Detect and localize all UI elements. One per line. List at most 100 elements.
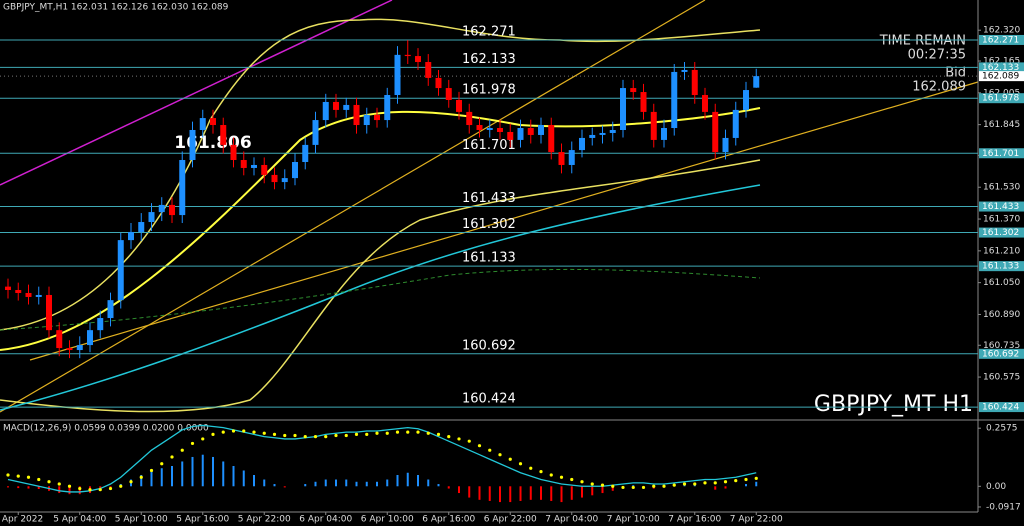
level-tag xyxy=(979,261,1024,272)
x-tick-label: 7 Apr 22:00 xyxy=(730,515,783,525)
candle-body xyxy=(281,178,288,183)
macd-signal-dot xyxy=(37,477,41,482)
macd-signal-dot xyxy=(611,484,615,488)
level-tag xyxy=(979,62,1024,73)
macd-signal-dot xyxy=(703,481,707,485)
macd-signal-dot xyxy=(426,431,430,435)
macd-signal-dot xyxy=(447,435,451,439)
level-tag xyxy=(979,148,1024,159)
x-tick-label: 6 Apr 16:00 xyxy=(422,515,475,525)
y-tick-label: 161.050 xyxy=(983,278,1020,288)
candle-body xyxy=(189,129,196,161)
macd-signal-dot xyxy=(723,480,728,484)
y-tick-label: 161.210 xyxy=(983,246,1020,256)
macd-title: MACD(12,26,9) 0.0599 0.0399 0.0200 0.000… xyxy=(3,424,209,434)
macd-signal-dot xyxy=(47,480,51,484)
macd-signal-dot xyxy=(129,480,133,484)
macd-signal-dot xyxy=(303,435,307,439)
macd-signal-dot xyxy=(621,485,625,490)
macd-signal-dot xyxy=(477,444,482,448)
macd-signal-dot xyxy=(231,429,236,433)
candle-body xyxy=(722,137,729,153)
candle-body xyxy=(568,150,575,165)
candle-body xyxy=(251,164,257,168)
candle-body xyxy=(671,71,678,129)
macd-signal-dot xyxy=(385,431,389,435)
candle-body xyxy=(497,128,503,132)
level-tag xyxy=(979,34,1024,45)
level-tag-label: 161.701 xyxy=(982,149,1019,159)
macd-y-tick-label: -0.0917 xyxy=(986,502,1021,512)
x-tick-label: 6 Apr 10:00 xyxy=(361,515,414,525)
indicator-decor xyxy=(0,0,979,413)
candle-body xyxy=(353,104,360,126)
candle-body xyxy=(158,204,165,213)
macd-signal-dot xyxy=(201,437,205,441)
candle-body xyxy=(640,92,647,112)
macd-signal-dot xyxy=(293,433,297,438)
macd-signal-dot xyxy=(57,482,61,486)
level-label: 161.701 xyxy=(462,138,516,153)
level-tag-label: 162.133 xyxy=(982,63,1019,73)
macd-signal-dot xyxy=(334,433,338,438)
x-tick-label: 5 Apr 16:00 xyxy=(176,515,229,525)
candle-body xyxy=(456,99,462,112)
level-tag-label: 162.271 xyxy=(982,35,1019,45)
level-label: 162.271 xyxy=(462,24,516,39)
macd-signal-dot xyxy=(518,462,523,466)
candle-body xyxy=(148,212,155,223)
macd-signal-dot xyxy=(549,473,553,477)
macd-signal-dot xyxy=(365,432,369,437)
macd-signal-dot xyxy=(78,486,82,491)
symbol-label: GBPJPY_MT H1 xyxy=(814,392,973,417)
x-tick-label: 7 Apr 16:00 xyxy=(668,515,721,525)
x-tick-label: 5 Apr 04:00 xyxy=(53,515,106,525)
macd-signal-dot xyxy=(529,466,533,470)
candle-body xyxy=(517,128,524,140)
candle-body xyxy=(210,118,216,126)
candle-body xyxy=(312,120,319,145)
candle-body xyxy=(261,164,268,175)
candle-body xyxy=(527,128,534,135)
level-tag-label: 161.302 xyxy=(982,228,1019,238)
candle-body xyxy=(333,101,339,110)
candle-body xyxy=(599,132,606,135)
candle-body xyxy=(445,88,452,100)
level-tag xyxy=(979,348,1024,359)
candle-body xyxy=(179,160,186,216)
candle-body xyxy=(630,88,637,93)
candle-body xyxy=(87,330,93,346)
macd-signal-dot xyxy=(652,484,656,488)
level-label: 161.433 xyxy=(462,191,516,206)
macd-signal-dot xyxy=(211,432,215,437)
macd-signal-dot xyxy=(498,453,502,457)
level-tag-label: 160.424 xyxy=(982,403,1019,413)
macd-signal-dot xyxy=(600,483,605,487)
macd-signal-dot xyxy=(26,475,31,479)
y-tick-label: 160.575 xyxy=(983,373,1020,383)
macd-signal-dot xyxy=(406,430,410,434)
y-tick-label: 160.890 xyxy=(983,310,1020,320)
macd-signal-dot xyxy=(395,430,400,434)
ma-line xyxy=(0,268,761,331)
macd-signal-dot xyxy=(160,462,164,466)
macd-signal-dot xyxy=(119,484,123,488)
x-tick-label: 7 Apr 10:00 xyxy=(607,515,660,525)
candle-body xyxy=(292,161,298,179)
macd-signal-dot xyxy=(744,477,748,482)
macd-signal-dot xyxy=(180,448,184,452)
macd-signal-dot xyxy=(641,485,646,490)
y-tick-label: 162.320 xyxy=(983,26,1020,36)
band-line xyxy=(0,107,761,351)
candle-body xyxy=(169,204,175,216)
candle-body xyxy=(138,222,145,232)
candle-body xyxy=(25,292,32,297)
macd-signal-dot xyxy=(570,477,574,482)
x-tick-label: 7 Apr 04:00 xyxy=(545,515,598,525)
macd-signal-dot xyxy=(221,430,225,434)
x-tick-label: 5 Apr 22:00 xyxy=(238,515,291,525)
macd-signal-dot xyxy=(16,474,20,478)
candle-body xyxy=(732,109,739,138)
